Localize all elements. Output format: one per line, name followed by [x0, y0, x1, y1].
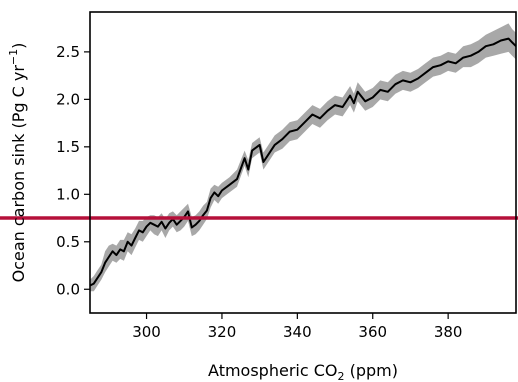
y-axis-ticks: 0.0 0.5 1.0 1.5 2.0 2.5 [56, 43, 90, 298]
y-tick-label: 2.0 [56, 90, 80, 108]
x-axis-label: Atmospheric CO2 (ppm) [208, 361, 398, 382]
x-tick-label: 380 [434, 323, 463, 341]
plot-frame [89, 11, 517, 314]
x-tick-label: 360 [358, 323, 387, 341]
series-line-0 [89, 37, 517, 287]
x-axis-ticks: 300 320 340 360 380 [132, 313, 462, 341]
y-axis-label: Ocean carbon sink (Pg C yr−1) [7, 43, 28, 283]
x-tick-label: 300 [132, 323, 161, 341]
y-tick-label: 0.0 [56, 280, 80, 298]
confidence-band-layer [90, 23, 516, 292]
y-tick-label: 1.5 [56, 138, 80, 156]
series-line-layer [89, 37, 517, 287]
y-tick-label: 0.5 [56, 233, 80, 251]
x-tick-label: 320 [208, 323, 237, 341]
y-tick-label: 1.0 [56, 185, 80, 203]
y-tick-label: 2.5 [56, 43, 80, 61]
x-tick-label: 340 [283, 323, 312, 341]
confidence-band-0 [90, 23, 516, 292]
